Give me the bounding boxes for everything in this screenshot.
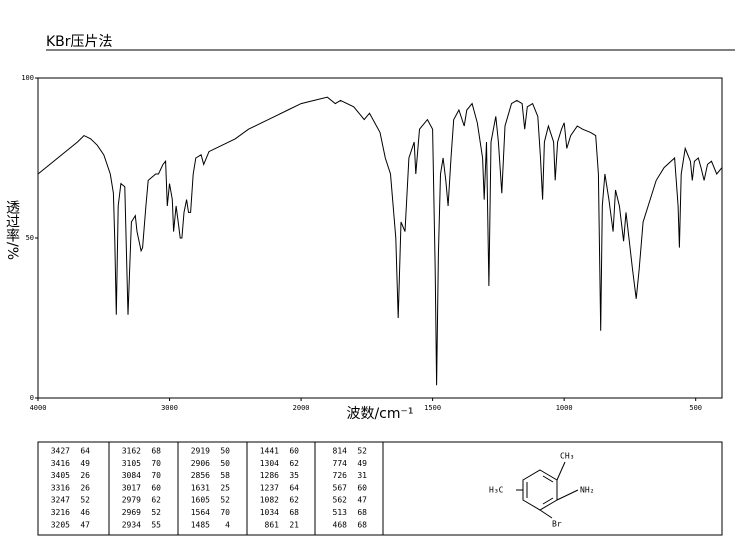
page-title: KBr压片法 xyxy=(46,34,113,50)
peak-wavenumber: 3416 xyxy=(51,459,70,468)
peak-wavenumber: 2979 xyxy=(122,496,141,505)
peak-transmittance: 68 xyxy=(357,508,367,517)
peak-transmittance: 60 xyxy=(289,447,299,456)
x-tick-label: 1000 xyxy=(556,404,573,412)
peak-transmittance: 52 xyxy=(220,496,230,505)
x-tick-label: 4000 xyxy=(30,404,47,412)
peak-wavenumber: 814 xyxy=(333,447,348,456)
structure-label: H₃C xyxy=(489,486,504,495)
peak-wavenumber: 861 xyxy=(265,520,280,529)
peak-transmittance: 46 xyxy=(80,508,90,517)
peak-wavenumber: 2856 xyxy=(191,471,210,480)
peak-wavenumber: 2919 xyxy=(191,447,210,456)
peak-wavenumber: 3162 xyxy=(122,447,141,456)
x-tick-label: 1500 xyxy=(424,404,441,412)
x-tick-label: 500 xyxy=(689,404,702,412)
peak-transmittance: 26 xyxy=(80,471,90,480)
double-bond xyxy=(542,475,554,483)
peak-transmittance: 58 xyxy=(220,471,230,480)
peak-wavenumber: 1082 xyxy=(260,496,279,505)
x-tick-label: 2000 xyxy=(293,404,310,412)
peak-transmittance: 25 xyxy=(220,483,230,492)
peak-transmittance: 26 xyxy=(80,483,90,492)
peak-transmittance: 52 xyxy=(357,447,367,456)
peak-wavenumber: 2934 xyxy=(122,520,141,529)
peak-wavenumber: 1304 xyxy=(260,459,279,468)
double-bond xyxy=(542,497,554,505)
peak-transmittance: 62 xyxy=(151,496,161,505)
bond xyxy=(539,509,553,519)
benzene-ring xyxy=(522,469,558,511)
peak-transmittance: 4 xyxy=(225,520,230,529)
peak-transmittance: 60 xyxy=(357,483,367,492)
peak-transmittance: 60 xyxy=(151,483,161,492)
peak-wavenumber: 1605 xyxy=(191,496,210,505)
structure-label: CH₃ xyxy=(560,452,574,461)
structure xyxy=(516,461,579,519)
peak-wavenumber: 3205 xyxy=(51,520,70,529)
y-tick-label: 0 xyxy=(30,394,34,402)
peak-transmittance: 70 xyxy=(151,471,161,480)
bond xyxy=(556,489,579,501)
peak-transmittance: 50 xyxy=(220,447,230,456)
peak-wavenumber: 2906 xyxy=(191,459,210,468)
peak-transmittance: 64 xyxy=(80,447,90,456)
peak-transmittance: 62 xyxy=(289,459,299,468)
peak-wavenumber: 1237 xyxy=(260,483,279,492)
x-axis-label: 波数/cm⁻¹ xyxy=(346,406,413,422)
y-tick-label: 100 xyxy=(21,74,34,82)
peak-transmittance: 68 xyxy=(357,520,367,529)
peak-wavenumber: 3105 xyxy=(122,459,141,468)
peak-wavenumber: 1286 xyxy=(260,471,279,480)
peak-transmittance: 70 xyxy=(220,508,230,517)
peak-wavenumber: 2969 xyxy=(122,508,141,517)
peak-transmittance: 50 xyxy=(220,459,230,468)
peak-wavenumber: 1485 xyxy=(191,520,210,529)
peak-wavenumber: 513 xyxy=(333,508,348,517)
peak-wavenumber: 774 xyxy=(333,459,348,468)
peak-wavenumber: 3216 xyxy=(51,508,70,517)
peak-wavenumber: 3427 xyxy=(51,447,70,456)
peak-transmittance: 52 xyxy=(151,508,161,517)
peak-transmittance: 64 xyxy=(289,483,299,492)
peak-transmittance: 52 xyxy=(80,496,90,505)
y-axis-label: 透过率/% xyxy=(4,200,20,260)
peak-transmittance: 68 xyxy=(151,447,161,456)
x-tick-label: 3000 xyxy=(161,404,178,412)
peak-transmittance: 31 xyxy=(357,471,367,480)
plot-frame xyxy=(37,77,723,399)
peak-transmittance: 70 xyxy=(151,459,161,468)
peak-transmittance: 55 xyxy=(151,520,161,529)
peak-wavenumber: 567 xyxy=(333,483,348,492)
peak-wavenumber: 468 xyxy=(333,520,348,529)
peak-transmittance: 49 xyxy=(357,459,367,468)
structure-label: NH₂ xyxy=(580,486,594,495)
peak-wavenumber: 1564 xyxy=(191,508,210,517)
peak-wavenumber: 3247 xyxy=(51,496,70,505)
peak-wavenumber: 1034 xyxy=(260,508,279,517)
structure-label: Br xyxy=(552,520,562,529)
peak-transmittance: 49 xyxy=(80,459,90,468)
bond xyxy=(556,461,566,481)
peak-transmittance: 62 xyxy=(289,496,299,505)
peak-transmittance: 35 xyxy=(289,471,299,480)
table-frame xyxy=(37,441,723,536)
peak-wavenumber: 3316 xyxy=(51,483,70,492)
peak-wavenumber: 3405 xyxy=(51,471,70,480)
peak-transmittance: 21 xyxy=(289,520,299,529)
peak-wavenumber: 726 xyxy=(333,471,348,480)
peak-transmittance: 68 xyxy=(289,508,299,517)
peak-wavenumber: 3017 xyxy=(122,483,141,492)
peak-wavenumber: 3084 xyxy=(122,471,141,480)
peak-transmittance: 47 xyxy=(80,520,90,529)
spectrum-line xyxy=(37,96,723,386)
peak-wavenumber: 1441 xyxy=(260,447,279,456)
peak-wavenumber: 1631 xyxy=(191,483,210,492)
y-tick-label: 50 xyxy=(26,234,34,242)
peak-transmittance: 47 xyxy=(357,496,367,505)
peak-wavenumber: 562 xyxy=(333,496,348,505)
